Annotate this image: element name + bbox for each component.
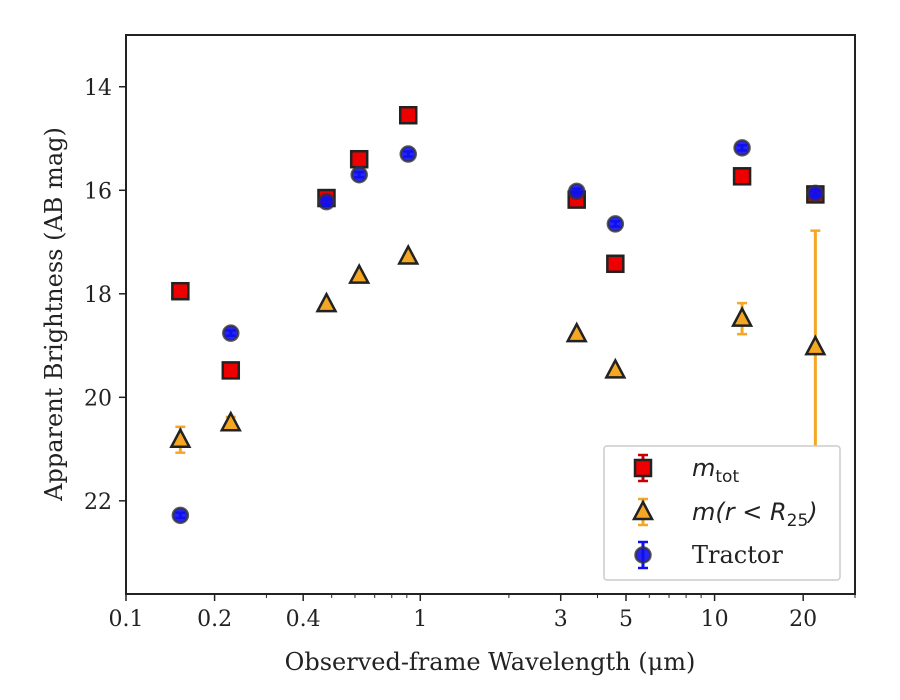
mtot-point — [732, 167, 752, 186]
x-tick-label: 0.4 — [286, 607, 321, 632]
x-tick-label: 0.1 — [109, 607, 144, 632]
legend-tractor-label: Tractor — [692, 541, 783, 569]
legend-label-subscript: 25 — [787, 511, 809, 531]
x-tick-label: 20 — [789, 607, 817, 632]
mtot-point — [221, 361, 241, 380]
y-tick-label: 20 — [84, 386, 112, 411]
tractor-point — [567, 182, 586, 201]
legend: mtot m(r < R25) Tractor — [603, 445, 841, 581]
legend-mr25-marker — [631, 499, 655, 521]
y-tick-label: 22 — [84, 490, 112, 515]
mtot-point — [606, 254, 625, 274]
x-axis-label: Observed-frame Wavelength (μm) — [285, 648, 696, 676]
legend-label-main: m — [692, 454, 715, 482]
axis-ticks: 0.1 0.2 0.4 1 3 5 10 20 14 16 18 20 22 — [84, 76, 856, 632]
x-tick-label: 10 — [701, 607, 729, 632]
tractor-point — [806, 184, 825, 203]
tractor-point — [350, 166, 368, 184]
mr25-point — [565, 321, 588, 343]
legend-label-main: m(r < R — [692, 498, 787, 526]
legend-mr25-label: m(r < R25) — [692, 498, 818, 531]
legend-tractor-marker — [634, 546, 652, 564]
legend-label-extra: ) — [806, 498, 817, 526]
data-marks — [169, 105, 827, 525]
mr25-point — [731, 305, 754, 327]
mr25-point — [315, 291, 338, 313]
x-tick-label: 3 — [554, 607, 568, 632]
tractor-point — [222, 324, 240, 342]
y-tick-label: 18 — [84, 283, 112, 308]
mr25-point — [219, 410, 242, 432]
y-tick-label: 14 — [84, 76, 112, 101]
legend-label-main: Tractor — [692, 541, 783, 569]
legend-mtot-marker — [633, 458, 653, 478]
tractor-point — [606, 215, 625, 233]
mtot-point — [171, 281, 190, 301]
mr25-point — [348, 263, 371, 284]
x-tick-label: 1 — [413, 607, 427, 632]
mr25-point — [169, 427, 192, 449]
mr25-point — [604, 357, 627, 379]
tractor-point — [399, 145, 417, 163]
mr25-point — [804, 334, 827, 356]
x-tick-label: 0.2 — [197, 607, 232, 632]
legend-label-subscript: tot — [715, 467, 739, 487]
mr25-point — [397, 243, 420, 265]
legend-mtot-label: mtot — [692, 454, 739, 487]
tractor-point — [171, 506, 190, 525]
tractor-point — [317, 192, 336, 211]
y-axis-label: Apparent Brightness (AB mag) — [40, 127, 68, 502]
mtot-point — [349, 149, 369, 169]
tractor-point — [733, 139, 751, 157]
mtot-point — [398, 105, 418, 125]
plot-frame — [125, 34, 856, 595]
legend-box — [603, 445, 841, 581]
x-tick-label: 5 — [619, 607, 633, 632]
y-tick-label: 16 — [84, 179, 112, 204]
